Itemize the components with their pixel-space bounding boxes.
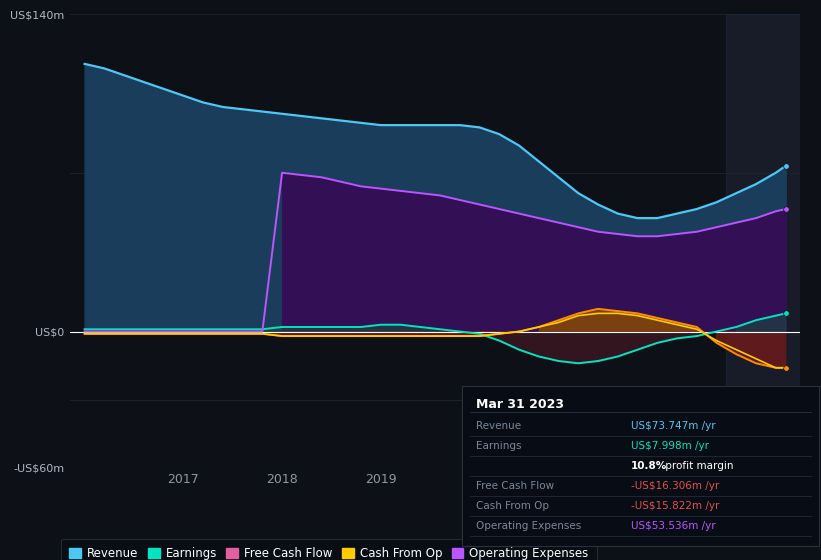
Text: Revenue: Revenue xyxy=(476,421,521,431)
Text: -US$15.822m /yr: -US$15.822m /yr xyxy=(631,501,719,511)
Text: Earnings: Earnings xyxy=(476,441,521,451)
Text: Free Cash Flow: Free Cash Flow xyxy=(476,481,554,491)
Text: US$7.998m /yr: US$7.998m /yr xyxy=(631,441,709,451)
Text: Cash From Op: Cash From Op xyxy=(476,501,549,511)
Bar xyxy=(727,14,800,468)
Text: profit margin: profit margin xyxy=(662,461,733,472)
Text: Operating Expenses: Operating Expenses xyxy=(476,521,581,531)
Text: US$53.536m /yr: US$53.536m /yr xyxy=(631,521,715,531)
Legend: Revenue, Earnings, Free Cash Flow, Cash From Op, Operating Expenses: Revenue, Earnings, Free Cash Flow, Cash … xyxy=(61,539,597,560)
Text: -US$16.306m /yr: -US$16.306m /yr xyxy=(631,481,718,491)
Text: 10.8%: 10.8% xyxy=(631,461,667,472)
Text: Mar 31 2023: Mar 31 2023 xyxy=(476,398,564,410)
Text: US$73.747m /yr: US$73.747m /yr xyxy=(631,421,715,431)
